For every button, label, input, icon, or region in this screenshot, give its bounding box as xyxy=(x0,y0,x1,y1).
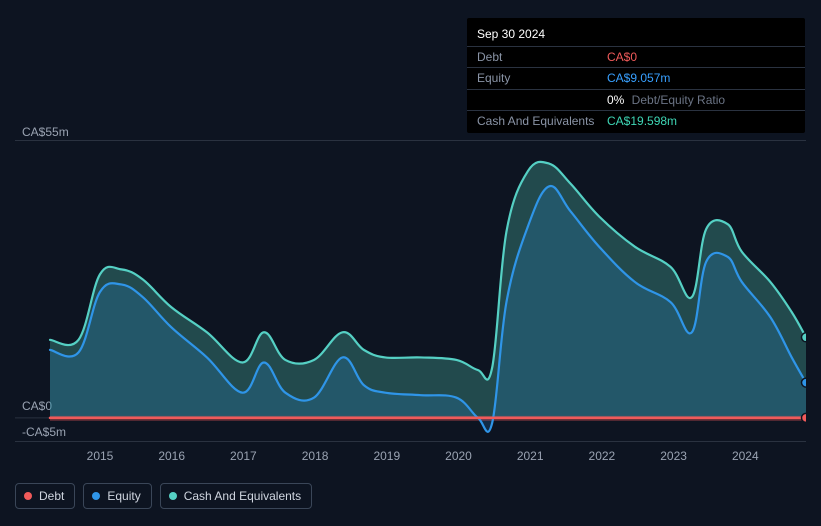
chart-tooltip: Sep 30 2024 DebtCA$0EquityCA$9.057m0% De… xyxy=(467,18,805,133)
x-axis-label: 2018 xyxy=(295,449,335,463)
tooltip-row: EquityCA$9.057m xyxy=(467,68,805,89)
legend-item-debt[interactable]: Debt xyxy=(15,483,75,509)
tooltip-row: Cash And EquivalentsCA$19.598m xyxy=(467,111,805,131)
tooltip-value: CA$9.057m xyxy=(607,70,670,86)
x-axis-label: 2015 xyxy=(80,449,120,463)
x-axis-label: 2017 xyxy=(223,449,263,463)
x-axis-label: 2023 xyxy=(654,449,694,463)
legend-dot xyxy=(169,492,177,500)
tooltip-subtext: Debt/Equity Ratio xyxy=(628,93,725,107)
tooltip-label: Debt xyxy=(477,49,607,65)
chart-legend: Debt Equity Cash And Equivalents xyxy=(15,483,312,509)
x-axis-label: 2019 xyxy=(367,449,407,463)
legend-label: Debt xyxy=(39,489,64,503)
tooltip-value: CA$0 xyxy=(607,49,637,65)
legend-item-equity[interactable]: Equity xyxy=(83,483,151,509)
tooltip-label: Cash And Equivalents xyxy=(477,113,607,129)
chart-plot-area[interactable] xyxy=(15,140,806,442)
chart-svg xyxy=(15,141,806,443)
legend-label: Equity xyxy=(107,489,140,503)
tooltip-row: DebtCA$0 xyxy=(467,47,805,68)
x-axis-label: 2022 xyxy=(582,449,622,463)
x-axis-label: 2024 xyxy=(725,449,765,463)
tooltip-row: 0% Debt/Equity Ratio xyxy=(467,90,805,111)
tooltip-value: CA$19.598m xyxy=(607,113,677,129)
legend-dot xyxy=(24,492,32,500)
x-axis-label: 2016 xyxy=(152,449,192,463)
legend-label: Cash And Equivalents xyxy=(184,489,301,503)
tooltip-label: Equity xyxy=(477,70,607,86)
tooltip-date: Sep 30 2024 xyxy=(467,24,805,47)
legend-item-cash-and-equivalents[interactable]: Cash And Equivalents xyxy=(160,483,312,509)
tooltip-value: 0% Debt/Equity Ratio xyxy=(607,92,725,108)
x-axis-label: 2020 xyxy=(439,449,479,463)
legend-dot xyxy=(92,492,100,500)
x-axis-label: 2021 xyxy=(510,449,550,463)
y-axis-label: CA$55m xyxy=(22,125,69,139)
tooltip-label xyxy=(477,92,607,108)
